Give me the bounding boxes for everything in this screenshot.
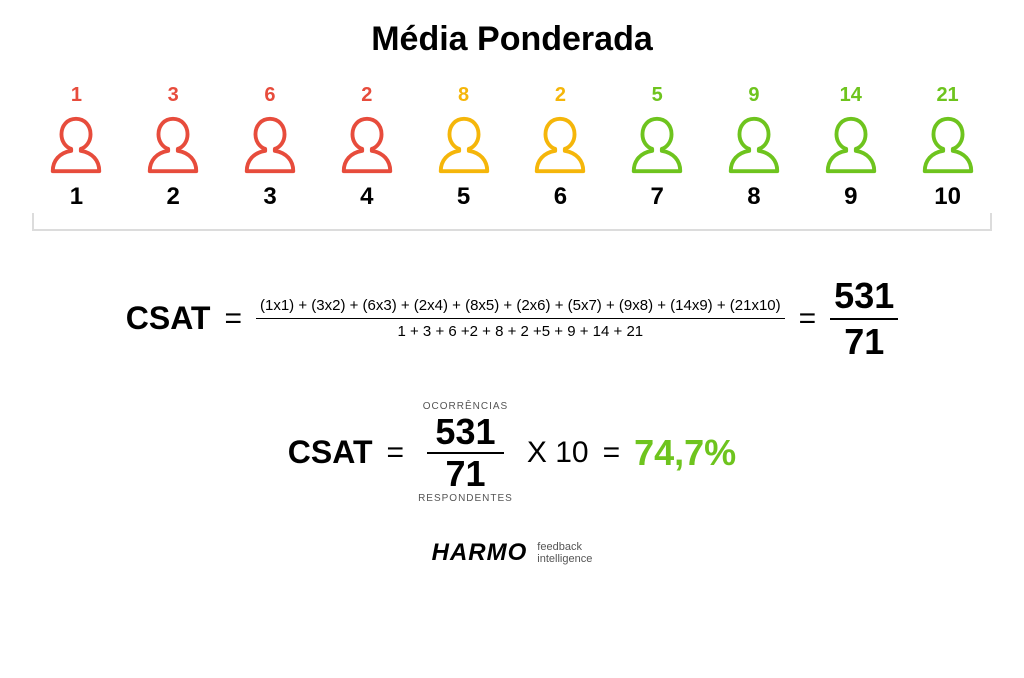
scale-item-7: 57	[613, 84, 702, 211]
result-numerator: 531	[830, 276, 898, 316]
equals-sign: =	[603, 436, 621, 470]
brand-logo: HARMO feedback intelligence	[432, 539, 593, 567]
equals-sign: =	[387, 436, 405, 470]
fraction-numerator: 531	[427, 412, 503, 452]
score-label: 3	[263, 183, 276, 211]
person-icon	[433, 113, 495, 177]
score-label: 5	[457, 183, 470, 211]
fraction-expanded: (1x1) + (3x2) + (6x3) + (2x4) + (8x5) + …	[256, 293, 785, 344]
equals-sign: =	[224, 302, 242, 336]
scale-item-8: 98	[710, 84, 799, 211]
equals-sign: =	[799, 302, 817, 336]
logo-tagline-line2: intelligence	[537, 553, 592, 565]
scale-item-3: 63	[226, 84, 315, 211]
count-label: 8	[458, 84, 469, 107]
person-icon	[142, 113, 204, 177]
scale-item-6: 26	[516, 84, 605, 211]
scale-row: 11326324852657981492110	[32, 84, 992, 211]
person-icon	[626, 113, 688, 177]
scale-item-2: 32	[129, 84, 218, 211]
person-icon	[820, 113, 882, 177]
score-label: 8	[747, 183, 760, 211]
scale-item-4: 24	[322, 84, 411, 211]
times-ten: X 10	[527, 436, 589, 470]
scale-item-10: 21 10	[903, 84, 992, 211]
person-icon	[723, 113, 785, 177]
page-title: Média Ponderada	[371, 20, 653, 59]
scale-item-1: 11	[32, 84, 121, 211]
numerator-expanded: (1x1) + (3x2) + (6x3) + (2x4) + (8x5) + …	[256, 293, 785, 318]
fraction-annotated: OCORRÊNCIAS 531 71 RESPONDENTES	[418, 401, 513, 504]
logo-wordmark: HARMO	[432, 539, 528, 567]
person-icon	[529, 113, 591, 177]
logo-tagline-line1: feedback	[537, 541, 592, 553]
person-icon	[917, 113, 979, 177]
formula-weighted: CSAT = (1x1) + (3x2) + (6x3) + (2x4) + (…	[126, 276, 899, 361]
score-label: 9	[844, 183, 857, 211]
count-label: 14	[840, 84, 862, 107]
score-label: 7	[651, 183, 664, 211]
score-label: 4	[360, 183, 373, 211]
scale-item-5: 85	[419, 84, 508, 211]
count-label: 2	[555, 84, 566, 107]
count-label: 3	[168, 84, 179, 107]
score-label: 6	[554, 183, 567, 211]
final-percentage: 74,7%	[634, 432, 736, 474]
logo-tagline: feedback intelligence	[537, 541, 592, 565]
denominator-expanded: 1 + 3 + 6 +2 + 8 + 2 +5 + 9 + 14 + 21	[394, 319, 648, 344]
scale-bracket	[32, 213, 992, 231]
fraction-result: 531 71	[830, 276, 898, 361]
csat-label: CSAT	[288, 434, 373, 471]
respondents-label: RESPONDENTES	[418, 493, 513, 504]
count-label: 6	[264, 84, 275, 107]
scale-item-9: 14 9	[806, 84, 895, 211]
person-icon	[336, 113, 398, 177]
count-label: 9	[748, 84, 759, 107]
person-icon	[239, 113, 301, 177]
csat-label: CSAT	[126, 300, 211, 337]
score-label: 10	[934, 183, 961, 211]
count-label: 5	[652, 84, 663, 107]
fraction-denominator: 71	[437, 454, 493, 494]
score-label: 1	[70, 183, 83, 211]
count-label: 2	[361, 84, 372, 107]
person-icon	[45, 113, 107, 177]
formula-final: CSAT = OCORRÊNCIAS 531 71 RESPONDENTES X…	[288, 401, 736, 504]
fraction-line	[830, 318, 898, 320]
result-denominator: 71	[840, 322, 888, 362]
count-label: 21	[936, 84, 958, 107]
score-label: 2	[167, 183, 180, 211]
count-label: 1	[71, 84, 82, 107]
